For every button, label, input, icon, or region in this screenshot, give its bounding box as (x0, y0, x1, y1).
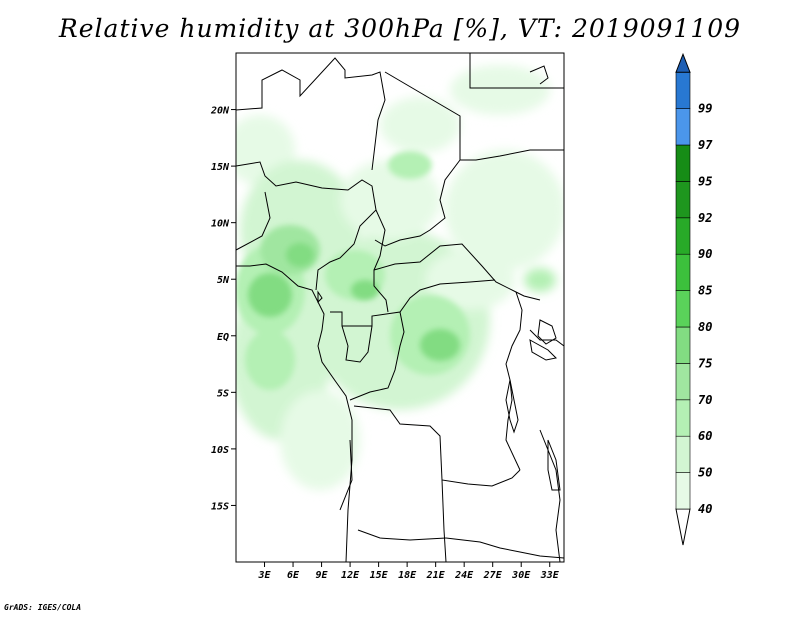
lat-tick-label: EQ (217, 332, 229, 343)
lon-tick-label: 24E (454, 570, 474, 581)
lake (505, 379, 519, 434)
lon-tick-label: 27E (483, 570, 503, 581)
border (236, 161, 377, 291)
colorbar-label: 70 (698, 393, 712, 407)
lake (317, 290, 323, 304)
humidity-patch (245, 330, 295, 390)
colorbar-label: 92 (698, 211, 712, 225)
humidity-patch (450, 65, 550, 115)
colorbar-segment (675, 253, 691, 291)
humidity-patch (340, 160, 440, 240)
colorbar-segment (675, 472, 691, 510)
lat-tick-label: 5S (217, 388, 229, 399)
colorbar-arrow-low (675, 508, 691, 546)
lon-tick-label: 9E (316, 570, 329, 581)
map-frame (235, 52, 565, 563)
colorbar-label: 85 (698, 284, 712, 298)
border (357, 529, 447, 541)
colorbar-label: 99 (698, 102, 712, 116)
humidity-patch (248, 273, 292, 317)
lat-tick-label: 15N (211, 162, 230, 173)
humidity-field (236, 65, 564, 490)
border (341, 325, 373, 363)
lat-tick-label: 15S (211, 501, 229, 512)
colorbar-segment (675, 399, 691, 437)
lon-tick-label: 18E (398, 570, 417, 581)
lat-tick-label: 5N (217, 275, 230, 286)
lon-axis: 3E 6E 9E 12E 15E 18E 21E 24E 27E 30E 33E (257, 562, 560, 581)
lon-tick-label: 15E (370, 570, 389, 581)
colorbar-label: 50 (698, 466, 712, 480)
colorbar-arrow-high (675, 52, 691, 73)
lat-tick-label: 10S (211, 445, 229, 456)
border (236, 57, 386, 171)
lat-tick-label: 10N (211, 219, 230, 230)
humidity-patch (286, 243, 314, 267)
colorbar-segment (675, 144, 691, 182)
lake (529, 339, 558, 361)
colorbar-segment (675, 363, 691, 401)
colorbar-segment (675, 71, 691, 109)
lon-tick-label: 12E (341, 570, 360, 581)
border (460, 149, 564, 161)
lon-tick-label: 3E (257, 570, 271, 581)
border (349, 311, 405, 401)
humidity-high-layer (248, 243, 460, 361)
humidity-patch (445, 150, 564, 270)
border (505, 291, 523, 471)
colorbar-label: 60 (698, 429, 712, 443)
humidity-patch (351, 280, 379, 300)
lat-axis: 20N 15N 10N 5N EQ 5S 10S 15S (210, 106, 236, 512)
chart-title: Relative humidity at 300hPa [%], VT: 201… (58, 14, 742, 43)
border (445, 537, 564, 559)
humidity-patch (420, 329, 460, 361)
humidity-patch (380, 97, 460, 153)
humidity-patch (280, 390, 360, 490)
border (529, 329, 564, 347)
coastline-west (236, 263, 353, 562)
border (469, 53, 564, 89)
border (339, 439, 353, 511)
colorbar-label: 97 (698, 138, 713, 152)
colorbar-label: 40 (698, 502, 712, 516)
colorbar-segment (675, 217, 691, 255)
border (539, 429, 561, 562)
border (236, 191, 271, 251)
colorbar-label: 95 (698, 174, 712, 188)
lon-tick-label: 6E (287, 570, 300, 581)
colorbar-segment (675, 290, 691, 328)
colorbar-label: 75 (698, 356, 712, 370)
colorbar: 40 50 60 70 75 80 85 90 92 95 97 99 (675, 52, 713, 546)
border (441, 479, 447, 562)
lon-tick-label: 33E (540, 570, 560, 581)
lake (537, 319, 557, 345)
colorbar-segment (675, 435, 691, 473)
colorbar-label: 90 (698, 247, 712, 261)
colorbar-segment (675, 108, 691, 146)
border (353, 405, 521, 487)
humidity-patch (388, 151, 432, 179)
colorbar-segment (675, 181, 691, 219)
lon-tick-label: 21E (426, 570, 446, 581)
country-borders (236, 53, 564, 562)
lat-tick-label: 20N (210, 106, 230, 117)
border (374, 71, 461, 247)
credit-text: GrADS: IGES/COLA (4, 603, 82, 612)
lon-tick-label: 30E (511, 570, 531, 581)
colorbar-label: 80 (698, 320, 712, 334)
lake (547, 439, 561, 491)
humidity-patch (524, 268, 556, 292)
humidity-patch (425, 250, 515, 310)
colorbar-segment (675, 326, 691, 364)
border (373, 243, 541, 301)
coast-east (529, 65, 549, 85)
